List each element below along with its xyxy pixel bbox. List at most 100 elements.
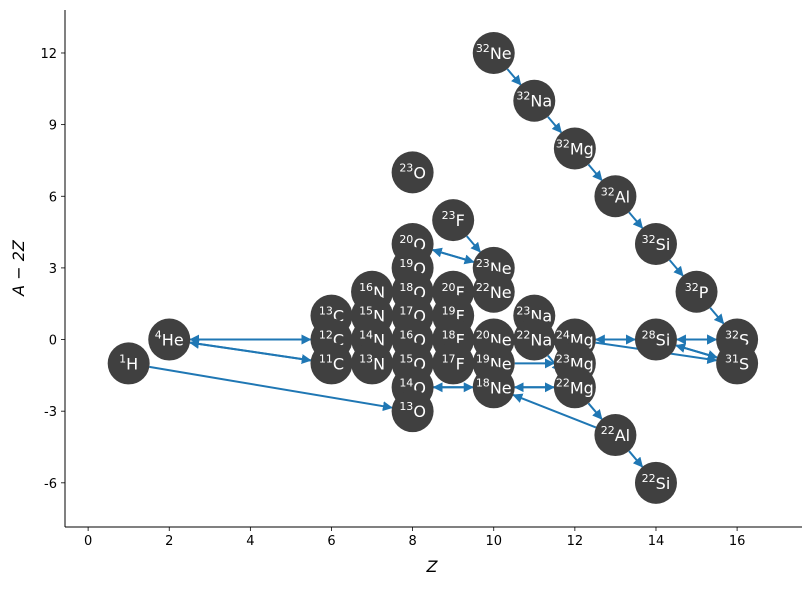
element-symbol: Al — [615, 187, 630, 206]
mass-number: 17 — [442, 352, 456, 365]
mass-number: 1 — [119, 352, 126, 365]
y-tick-label: 9 — [49, 119, 57, 134]
nucleus — [553, 127, 596, 170]
link — [431, 247, 474, 263]
mass-number: 28 — [642, 329, 656, 342]
nucleus-label: 32P — [685, 281, 709, 302]
mass-number: 16 — [359, 281, 373, 294]
element-symbol: Al — [615, 426, 630, 445]
nucleus — [594, 414, 637, 457]
y-tick-label: 3 — [49, 262, 57, 277]
nucleus — [148, 318, 191, 361]
nucleus-label: 13C — [319, 305, 344, 326]
element-symbol: H — [126, 354, 138, 373]
element-symbol: F — [456, 283, 465, 302]
mass-number: 13 — [399, 400, 413, 413]
x-tick-label: 12 — [567, 534, 584, 549]
nucleus — [675, 270, 718, 313]
element-symbol: N — [373, 331, 385, 350]
mass-number: 32 — [642, 233, 656, 246]
mass-number: 18 — [399, 281, 413, 294]
nucleus — [553, 366, 596, 409]
nucleus-label: 13O — [399, 400, 426, 421]
x-tick-label: 10 — [485, 534, 502, 549]
y-axis-label: A − 2Z — [9, 239, 28, 297]
nucleus-label: 31S — [725, 352, 749, 373]
x-tick-label: 2 — [165, 534, 173, 549]
nucleus — [391, 390, 434, 433]
nucleus-label: 32Mg — [556, 138, 594, 159]
nucleus — [310, 342, 353, 385]
mass-number: 11 — [319, 352, 333, 365]
nucleus-label: 22Mg — [556, 376, 594, 397]
mass-number: 4 — [155, 329, 162, 342]
mass-number: 20 — [442, 281, 456, 294]
mass-number: 20 — [399, 233, 413, 246]
element-symbol: S — [739, 354, 749, 373]
mass-number: 23 — [442, 209, 456, 222]
mass-number: 31 — [725, 352, 739, 365]
link — [628, 450, 644, 468]
element-symbol: He — [162, 331, 184, 350]
mass-number: 23 — [516, 305, 530, 318]
nucleus — [634, 461, 677, 504]
element-symbol: Ne — [490, 378, 512, 397]
nucleus — [472, 366, 515, 409]
nucleus — [594, 175, 637, 218]
element-symbol: F — [456, 354, 465, 373]
nucleus-label: 32Si — [642, 233, 671, 254]
element-symbol: O — [413, 163, 426, 182]
nucleus-label: 20O — [399, 233, 426, 254]
link — [149, 365, 393, 412]
element-symbol: Ne — [490, 283, 512, 302]
link — [512, 393, 597, 429]
mass-number: 18 — [442, 329, 456, 342]
link — [709, 307, 725, 325]
mass-number: 16 — [399, 329, 413, 342]
nucleus-label: 22Si — [642, 472, 671, 493]
mass-number: 22 — [476, 281, 490, 294]
mass-number: 19 — [442, 305, 456, 318]
x-tick-label: 6 — [327, 534, 335, 549]
x-axis-label: Z — [426, 557, 439, 576]
element-symbol: Si — [656, 331, 671, 350]
nucleus — [513, 318, 556, 361]
mass-number: 18 — [476, 376, 490, 389]
link — [628, 211, 644, 229]
element-symbol: C — [333, 354, 344, 373]
nucleus-label: 22Ne — [476, 281, 512, 302]
nucleus — [391, 151, 434, 194]
mass-number: 23 — [399, 161, 413, 174]
element-symbol: N — [373, 354, 385, 373]
element-symbol: P — [699, 283, 709, 302]
nucleus-label: 32Al — [601, 185, 630, 206]
nucleus-label: 20F — [442, 281, 465, 302]
nucleus-label: 1H — [119, 352, 138, 373]
nucleus-label: 32Na — [516, 90, 552, 111]
nucleus — [432, 199, 475, 242]
element-symbol: Na — [530, 331, 552, 350]
nucleus — [513, 79, 556, 122]
y-tick-label: 12 — [40, 47, 57, 62]
mass-number: 13 — [319, 305, 333, 318]
link — [506, 68, 522, 86]
nucleus-label: 18Ne — [476, 376, 512, 397]
x-tick-label: 14 — [648, 534, 665, 549]
mass-number: 32 — [556, 138, 570, 151]
nucleus — [634, 318, 677, 361]
nucleus-label: 12C — [319, 329, 344, 350]
element-symbol: F — [456, 307, 465, 326]
y-tick-label: -3 — [44, 405, 57, 420]
link — [547, 116, 563, 134]
mass-number: 14 — [399, 376, 413, 389]
y-tick-label: -6 — [44, 477, 57, 492]
mass-number: 22 — [556, 376, 570, 389]
mass-number: 32 — [685, 281, 699, 294]
nucleus — [634, 223, 677, 266]
nucleus — [472, 31, 515, 74]
mass-number: 22 — [516, 329, 530, 342]
nucleus — [432, 342, 475, 385]
element-symbol: Si — [656, 474, 671, 493]
element-symbol: C — [333, 331, 344, 350]
